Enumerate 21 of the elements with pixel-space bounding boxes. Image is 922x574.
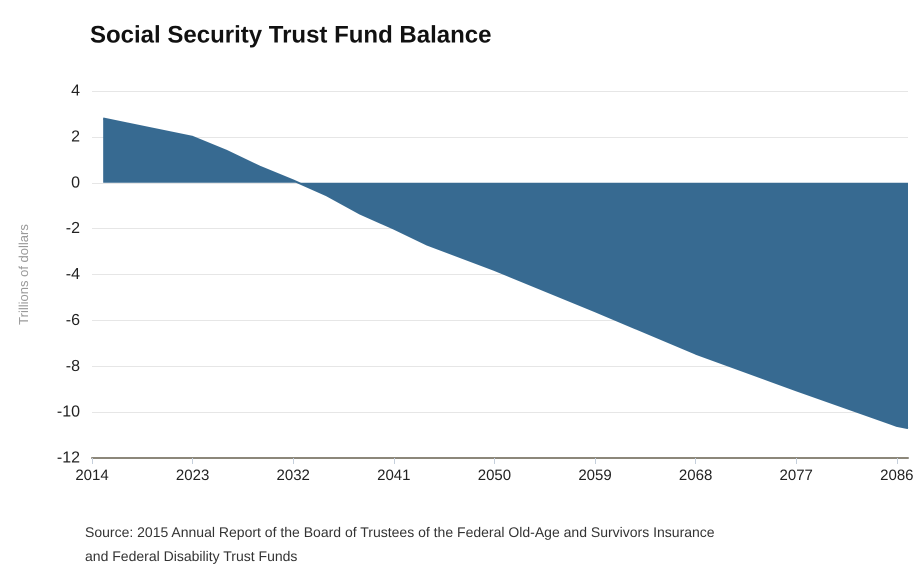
y-tick-label: 2 (71, 128, 80, 146)
x-tick-label: 2068 (678, 467, 712, 484)
y-axis-title: Trillions of dollars (16, 224, 31, 325)
chart-title: Social Security Trust Fund Balance (90, 22, 492, 48)
y-tick-label: -4 (66, 266, 80, 283)
y-tick-label: -8 (66, 358, 80, 375)
y-tick-label: -2 (66, 220, 80, 238)
y-tick-label: -10 (56, 404, 80, 421)
y-tick-label: 4 (71, 82, 80, 100)
x-tick-label: 2023 (176, 467, 210, 484)
x-tick-label: 2059 (578, 467, 612, 484)
source-note: Source: 2015 Annual Report of the Board of Trustees of the Federal Old-Age and Survivors Insurance and Federal Disability Trust Funds (85, 524, 715, 564)
y-tick-label: -12 (56, 450, 80, 466)
x-tick-label: 2050 (478, 467, 512, 484)
x-tick-label: 2077 (780, 467, 813, 484)
x-tick-label: 2086 (880, 467, 914, 484)
x-tick-label: 2032 (276, 467, 310, 484)
y-tick-label: -6 (66, 312, 80, 329)
y-tick-label: 0 (71, 174, 80, 192)
x-tick-label: 2014 (75, 467, 109, 484)
x-tick-label: 2041 (377, 467, 410, 484)
